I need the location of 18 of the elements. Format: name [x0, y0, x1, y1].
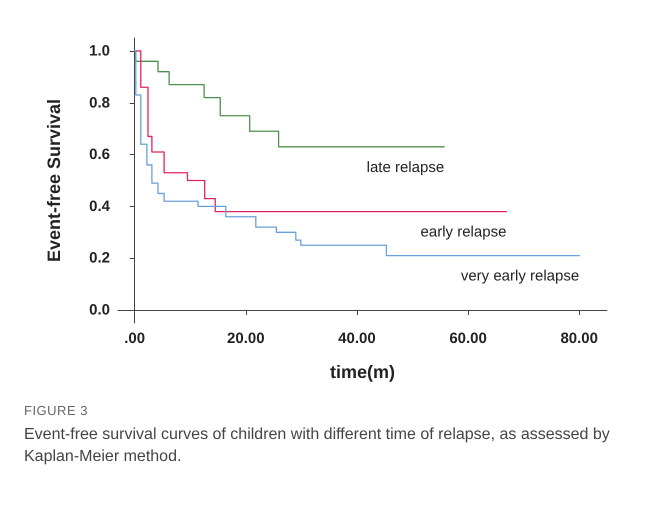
y-tick-label: 0.0 [89, 302, 110, 319]
x-tick-label: 60.00 [449, 330, 487, 347]
y-tick-label: 1.0 [89, 42, 110, 60]
y-tick-label: 0.2 [89, 250, 110, 267]
text: Event-free survival curves of children with different time of relapse, as assessed by Kaplan-Meier method. [24, 425, 611, 467]
x-tick-label: .00 [124, 330, 146, 347]
y-tick-label: 0.6 [89, 146, 110, 164]
x-tick-label: 40.00 [338, 330, 376, 347]
y-tick-label: 0.4 [89, 198, 111, 215]
x-tick-label: 20.00 [227, 330, 265, 347]
series-label: early relapse [420, 224, 506, 241]
y-tick-label: 0.8 [89, 94, 110, 112]
x-tick-label: 80.00 [560, 330, 598, 347]
series-label: late relapse [366, 158, 444, 176]
y-axis-title: Event-free Survival [44, 98, 64, 262]
caption: FIGURE 3 [24, 403, 89, 418]
series-label: very early relapse [460, 268, 580, 285]
x-axis-title: time(m) [330, 362, 396, 382]
